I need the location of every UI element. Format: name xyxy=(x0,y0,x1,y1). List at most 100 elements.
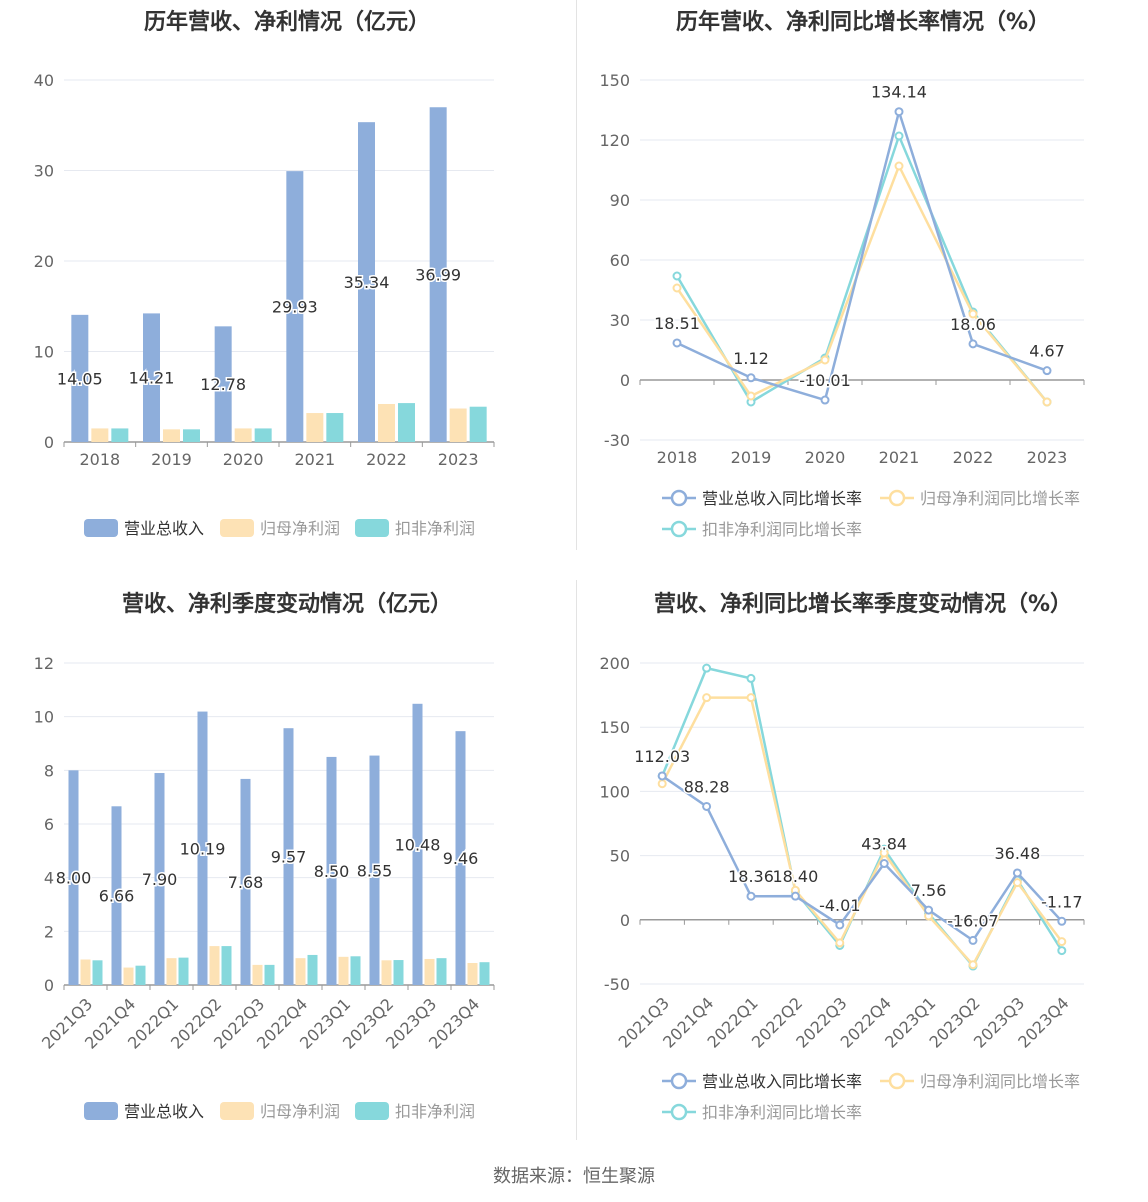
x-tick-label: 2018 xyxy=(657,448,698,467)
data-point xyxy=(702,693,712,703)
quarterly-growth-panel: 营收、净利同比增长率季度变动情况（%） -50 0 50 100 150 200 2021Q… xyxy=(576,580,1148,1160)
bar-net-profit xyxy=(252,964,263,985)
data-label: 134.14 xyxy=(871,83,927,102)
chart-title: 历年营收、净利同比增长率情况（%） xyxy=(675,10,1051,35)
y-tick-label: 4 xyxy=(44,869,54,888)
data-point xyxy=(968,935,978,945)
data-label: -10.01 xyxy=(799,371,851,390)
x-tick-label: 2022 xyxy=(366,450,407,469)
divider xyxy=(576,0,577,550)
y-tick-label: 20 xyxy=(34,252,54,271)
bar-net-profit xyxy=(306,413,324,442)
y-tick-label: -30 xyxy=(604,431,630,450)
bar-deducted-profit xyxy=(326,413,344,442)
quarterly-revenue-profit-panel: 营收、净利季度变动情况（亿元） 0 2 4 6 8 10 12 2021Q3 2021Q4 202… xyxy=(0,580,574,1160)
bar-deducted-profit xyxy=(111,428,129,442)
y-tick-label: 6 xyxy=(44,815,54,834)
data-label: 18.36 xyxy=(728,867,774,886)
bar-net-profit xyxy=(80,959,91,985)
bar-revenue xyxy=(71,314,89,442)
data-label: 88.28 xyxy=(684,777,730,796)
x-tick-label: 2020 xyxy=(805,448,846,467)
x-tick-label: 2021 xyxy=(879,448,920,467)
y-tick-label: 0 xyxy=(44,433,54,452)
quarterly-growth-chart: -500501001502002021Q32021Q42022Q12022Q22… xyxy=(599,654,1085,1122)
legend-label: 营业总收入同比增长率 xyxy=(702,489,862,508)
data-label: 14.21 xyxy=(129,369,175,388)
data-point xyxy=(1042,366,1052,376)
x-tick-label: 2019 xyxy=(731,448,772,467)
legend-swatch xyxy=(84,1102,118,1120)
data-label: 14.05 xyxy=(57,369,103,388)
legend-marker xyxy=(888,1072,906,1090)
data-point xyxy=(657,771,667,781)
data-point xyxy=(1012,878,1022,888)
x-tick-label: 2021 xyxy=(294,450,335,469)
bar-deducted-profit xyxy=(183,429,200,442)
data-label: 8.55 xyxy=(357,861,393,880)
data-point xyxy=(790,891,800,901)
bar-net-profit xyxy=(467,962,478,985)
y-tick-label: 90 xyxy=(610,191,630,210)
annual-growth-chart: -30 0 30 60 90 120 150 2018 2019 2020 2021 2022 2023… xyxy=(599,71,1085,539)
legend-swatch xyxy=(220,1102,254,1120)
legend-label: 归母净利润 xyxy=(260,519,340,538)
legend-label: 扣非净利润同比增长率 xyxy=(702,1103,862,1122)
data-label: -1.17 xyxy=(1041,892,1082,911)
annual-revenue-profit-chart: 0 10 20 30 40 2018 2019 2020 2021 2022 2023 14.05 14… xyxy=(34,71,495,538)
data-point xyxy=(702,801,712,811)
bar-net-profit xyxy=(163,429,180,442)
data-point xyxy=(1057,916,1067,926)
data-label: -4.01 xyxy=(819,896,860,915)
data-point xyxy=(672,283,682,293)
chart-title: 营收、净利季度变动情况（亿元） xyxy=(121,592,452,617)
data-label: 29.93 xyxy=(272,298,318,317)
bar-revenue xyxy=(369,755,380,985)
bar-deducted-profit xyxy=(92,960,103,985)
data-label: -16.07 xyxy=(947,911,999,930)
bar-net-profit xyxy=(123,967,134,985)
y-tick-label: 12 xyxy=(34,654,54,673)
y-tick-label: 0 xyxy=(620,911,630,930)
bar-net-profit xyxy=(338,956,349,985)
y-tick-label: 30 xyxy=(610,311,630,330)
data-label: 1.12 xyxy=(733,349,769,368)
annual-growth-panel: 历年营收、净利同比增长率情况（%） -30 0 30 60 90 120 150 2018 20… xyxy=(576,0,1148,580)
y-tick-label: 40 xyxy=(34,71,54,90)
data-label: 6.66 xyxy=(99,887,135,906)
bar-deducted-profit xyxy=(307,954,318,985)
data-point xyxy=(894,131,904,141)
data-point xyxy=(894,161,904,171)
data-label: 18.40 xyxy=(772,867,818,886)
data-point xyxy=(968,339,978,349)
legend-marker xyxy=(670,1072,688,1090)
data-point xyxy=(894,107,904,117)
data-point xyxy=(1057,937,1067,947)
data-label: 12.78 xyxy=(200,375,246,394)
quarterly-revenue-profit-chart: 0246810122021Q32021Q42022Q12022Q22022Q32… xyxy=(34,654,495,1121)
data-point xyxy=(820,395,830,405)
data-point xyxy=(879,848,889,858)
data-label: 8.50 xyxy=(314,862,350,881)
bar-deducted-profit xyxy=(398,403,415,442)
bar-net-profit xyxy=(424,958,435,985)
legend-label: 归母净利润同比增长率 xyxy=(920,1072,1080,1091)
y-tick-label: 0 xyxy=(620,371,630,390)
bar-net-profit xyxy=(381,960,392,985)
bar-revenue xyxy=(240,778,251,985)
annual-revenue-profit-panel: 历年营收、净利情况（亿元） 0 10 20 30 40 2018 2019 2020 2021 2… xyxy=(0,0,574,580)
bar-deducted-profit xyxy=(135,965,146,985)
y-tick-label: 30 xyxy=(34,162,54,181)
bar-deducted-profit xyxy=(393,960,404,985)
y-tick-label: 10 xyxy=(34,343,54,362)
divider xyxy=(576,580,577,1140)
x-tick-label: 2023 xyxy=(438,450,479,469)
bar-deducted-profit xyxy=(254,428,272,442)
legend-label: 归母净利润 xyxy=(260,1102,340,1121)
data-point xyxy=(879,859,889,869)
bar-deducted-profit xyxy=(221,946,232,985)
bar-net-profit xyxy=(295,958,306,985)
data-point xyxy=(672,271,682,281)
data-point xyxy=(924,905,934,915)
y-tick-label: 200 xyxy=(599,654,630,673)
